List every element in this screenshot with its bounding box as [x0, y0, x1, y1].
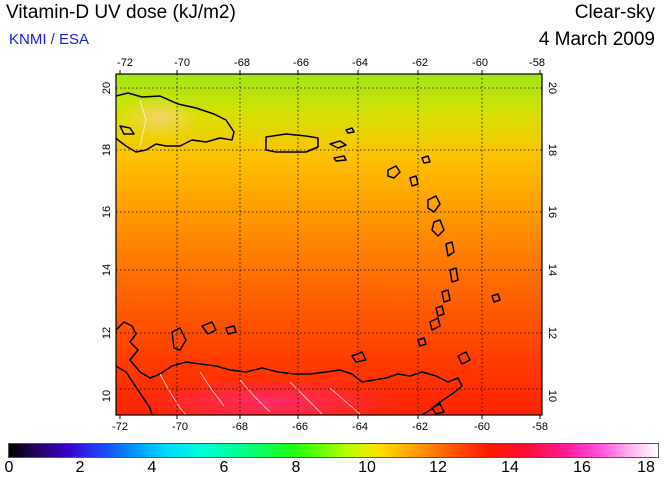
lon-label: -66 — [293, 57, 309, 69]
lon-label: -72 — [112, 421, 128, 433]
lon-label: -62 — [412, 421, 428, 433]
map-frame — [115, 73, 543, 416]
lat-label: 18 — [546, 144, 558, 156]
lon-labels-bottom: -72 -70 -68 -66 -64 -62 -60 -58 — [112, 421, 548, 433]
colorbar-tick: 0 — [4, 459, 14, 476]
lon-label: -68 — [234, 57, 250, 69]
lon-label: -58 — [529, 57, 545, 69]
lat-label: 10 — [546, 390, 558, 402]
lon-labels-top: -72 -70 -68 -66 -64 -62 -60 -58 — [117, 57, 545, 69]
lat-label: 12 — [101, 327, 113, 339]
colorbar-tick: 8 — [291, 459, 301, 476]
colorbar-tick: 12 — [429, 459, 447, 476]
lon-label: -60 — [474, 421, 490, 433]
date-label: 4 March 2009 — [538, 29, 655, 50]
lon-label: -70 — [172, 421, 188, 433]
lon-label: -62 — [412, 57, 428, 69]
colorbar-tick: 14 — [501, 459, 519, 476]
graticule — [116, 74, 542, 415]
colorbar-tick: 4 — [147, 459, 157, 476]
colorbar-tick: 2 — [75, 459, 85, 476]
colorbar-tick: 6 — [219, 459, 229, 476]
colorbar-tick: 16 — [573, 459, 591, 476]
coastlines — [116, 92, 501, 415]
lon-label: -60 — [472, 57, 488, 69]
lat-label: 16 — [101, 206, 113, 218]
lat-label: 16 — [546, 206, 558, 218]
map-title: Vitamin-D UV dose (kJ/m2) — [6, 2, 236, 23]
lat-labels-right: 10 12 14 16 18 20 — [546, 82, 558, 402]
lat-label: 10 — [101, 390, 113, 402]
lat-label: 20 — [101, 82, 113, 94]
lat-label: 14 — [546, 264, 558, 276]
lon-label: -68 — [232, 421, 248, 433]
colorbar — [8, 443, 659, 458]
lat-labels-left: 10 12 14 16 18 20 — [101, 82, 113, 402]
lat-label: 20 — [546, 82, 558, 94]
colorbar-tick: 18 — [637, 459, 655, 476]
lat-label: 14 — [101, 264, 113, 276]
uv-field — [116, 74, 542, 415]
uv-dose-map: -72 -70 -68 -66 -64 -62 -60 -58 -72 -70 … — [101, 57, 558, 433]
lon-label: -66 — [292, 421, 308, 433]
data-source-label: KNMI / ESA — [9, 31, 90, 48]
lon-label: -58 — [532, 421, 548, 433]
lon-label: -64 — [352, 57, 368, 69]
borders — [139, 99, 361, 415]
lat-label: 12 — [546, 327, 558, 339]
colorbar-tick: 10 — [358, 459, 376, 476]
lon-label: -72 — [117, 57, 133, 69]
sky-condition-label: Clear-sky — [574, 2, 655, 23]
lon-label: -64 — [352, 421, 368, 433]
tick-marks — [119, 70, 541, 419]
lat-label: 18 — [101, 144, 113, 156]
lon-label: -70 — [174, 57, 190, 69]
